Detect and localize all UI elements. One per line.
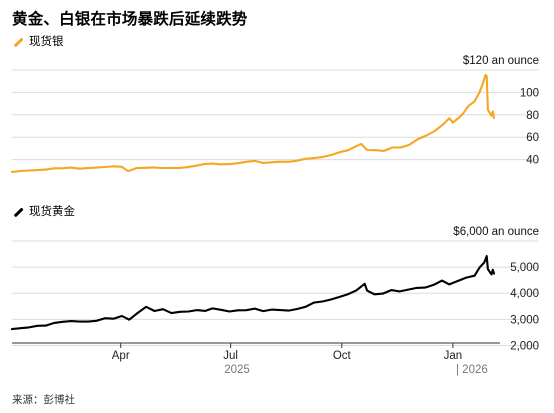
gold-y-tick-label: 3,000 bbox=[510, 314, 539, 326]
gold-chart: $6,000 an ounce 2,000 3,000 4,000 5,000 bbox=[10, 226, 539, 352]
x-tick-label: Apr bbox=[112, 350, 130, 362]
x-axis-tick-labels: Apr Jul Oct Jan bbox=[112, 350, 462, 362]
silver-series-line bbox=[10, 73, 496, 173]
year-label-2025: 2025 bbox=[224, 364, 250, 376]
silver-y-tick-label: 40 bbox=[526, 155, 539, 167]
year-label-2026: | 2026 bbox=[456, 364, 488, 376]
legend-silver: 现货银 bbox=[12, 33, 64, 49]
legend-gold-label: 现货黄金 bbox=[29, 204, 75, 218]
x-tick-label: Jul bbox=[223, 350, 238, 362]
chart-title: 黄金、白银在市场暴跌后延续跌势 bbox=[12, 10, 248, 28]
gold-unit-label: $6,000 an ounce bbox=[453, 226, 539, 238]
gold-y-tick-label: 2,000 bbox=[510, 340, 539, 352]
gold-y-tick-labels: 2,000 3,000 4,000 5,000 bbox=[510, 262, 539, 352]
silver-y-tick-labels: 40 60 80 100 bbox=[520, 87, 539, 166]
silver-y-tick-label: 100 bbox=[520, 87, 539, 99]
gold-y-tick-label: 5,000 bbox=[510, 262, 539, 274]
x-axis-ticks bbox=[120, 343, 454, 348]
silver-unit-label: $120 an ounce bbox=[463, 55, 539, 67]
x-tick-label: Jan bbox=[444, 350, 463, 362]
x-tick-label: Oct bbox=[333, 350, 352, 362]
silver-y-tick-label: 80 bbox=[526, 110, 539, 122]
source-note: 来源：彭博社 bbox=[12, 394, 75, 406]
silver-chart: $120 an ounce 40 60 80 100 bbox=[10, 55, 539, 173]
silver-y-tick-label: 60 bbox=[526, 132, 539, 144]
gold-gridlines bbox=[12, 240, 539, 346]
x-axis: Apr Jul Oct Jan 2025 | 2026 bbox=[12, 342, 500, 376]
gold-series-line bbox=[10, 255, 496, 331]
legend-gold: 现货黄金 bbox=[12, 203, 75, 219]
silver-gridlines bbox=[12, 69, 539, 161]
legend-silver-label: 现货银 bbox=[29, 34, 64, 48]
gold-y-tick-label: 4,000 bbox=[510, 288, 539, 300]
